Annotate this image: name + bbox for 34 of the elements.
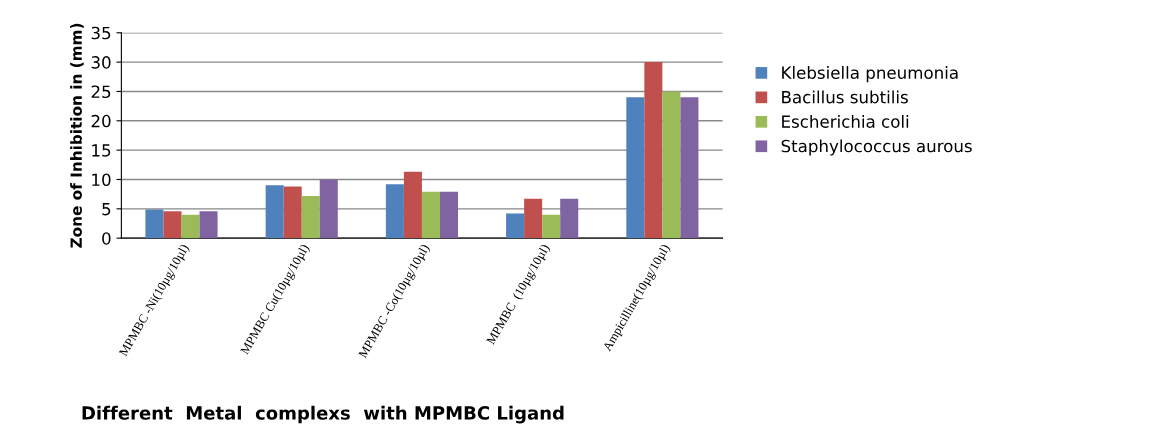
y-tick-label: 30 [91,56,111,69]
bar [506,213,525,239]
bar [319,179,338,239]
bar [181,214,200,239]
bar [662,91,681,239]
y-tick-label: 0 [102,232,111,245]
legend-label: Staphylococcus aurous [781,139,972,156]
bar [163,211,182,239]
x-axis-title: Different Metal complexs with MPMBC Ligand [82,405,564,424]
y-tick-label: 35 [91,26,111,40]
y-tick-label: 20 [91,114,111,128]
bar [524,198,543,239]
bar [560,198,579,239]
bar [385,184,404,239]
y-tick-label: 15 [92,144,111,157]
bar [265,185,284,239]
y-tick-label: 10 [92,173,111,187]
y-tick-label: 25 [91,85,111,99]
bar [626,97,645,239]
y-axis-title: Zone of Inhibition in (mm) [70,23,84,248]
legend-label: Klebsiella pneumonia [782,66,958,83]
bar [421,191,440,239]
bar [542,214,561,239]
legend-label: Escherichia coli [782,114,909,128]
bar [301,195,320,239]
legend-label: Bacillus subtilis [782,90,908,104]
bar [680,97,699,239]
bar [145,209,164,239]
bar [199,211,218,239]
bar [283,186,302,239]
bar [439,191,459,239]
y-tick-label: 5 [102,203,111,216]
bar [403,171,422,239]
bar [644,62,663,239]
